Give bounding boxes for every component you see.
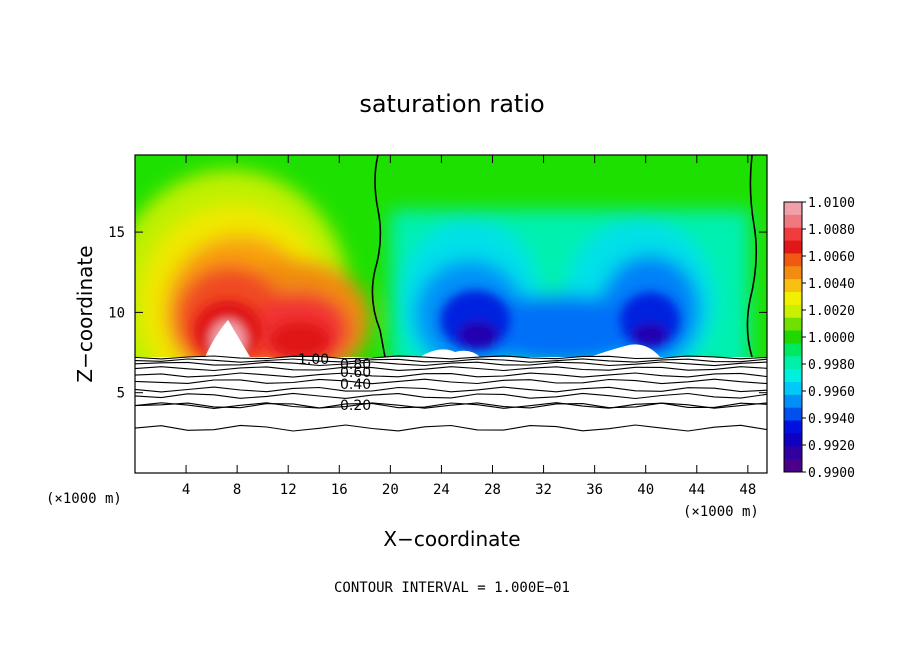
contour-line [134,366,768,372]
colorbar-swatch [784,433,802,447]
y-axis-label: Z−coordinate [73,245,97,382]
x-tick-label: 4 [182,482,190,498]
colorbar-swatch [784,420,802,434]
contour-label-group: 1.00 0.80 0.60 0.40 0.20 [298,352,371,414]
x-tick-label: 24 [433,482,450,498]
y-axis: 5 10 15 [108,225,767,402]
plot-frame [134,154,768,474]
y-tick-label: 10 [108,305,125,321]
colorbar-swatch [784,292,802,306]
contour-line [134,355,768,360]
colorbar-swatch [784,407,802,422]
x-tick-label: 32 [535,482,552,498]
colorbar-swatch [784,266,802,280]
colorbar-swatch [784,356,802,370]
contour-interval-footer: CONTOUR INTERVAL = 1.000E−01 [334,580,570,596]
contour-line [134,378,768,385]
colorbar: 1.0100 1.0080 1.0060 1.0040 1.0020 1.0000 0.99… [783,196,855,481]
colorbar-tick-label: 0.9900 [808,466,855,481]
colorbar-tick-label: 1.0020 [808,304,855,319]
colorbar-tick-label: 0.9940 [808,412,855,427]
contour-label: 1.00 [298,352,329,368]
contour-label: 0.80 [340,357,371,373]
chart-title: saturation ratio [359,90,544,118]
colorbar-swatch [784,240,802,254]
x-tick-label: 12 [280,482,297,498]
colorbar-tick-label: 0.9960 [808,385,855,400]
contour-line [134,424,768,432]
colorbar-swatch [784,253,802,267]
colorbar-tick-label: 0.9980 [808,358,855,373]
colorbar-swatch [784,459,802,473]
colorbar-tick-label: 1.0000 [808,331,855,346]
colorbar-tick-label: 1.0100 [808,196,855,211]
colorbar-tick-label: 1.0060 [808,250,855,265]
x-axis-label: X−coordinate [383,527,520,551]
x-tick-label: 48 [739,482,756,498]
colorbar-swatch [784,394,802,409]
colorbar-tick-label: 1.0040 [808,277,855,292]
contour-line [134,402,768,409]
x-tick-label: 36 [586,482,603,498]
x-tick-label: 28 [484,482,501,498]
colorbar-swatch [784,330,802,344]
contour-line [134,358,768,363]
x-unit-label-right: (×1000 m) [683,504,759,520]
colorbar-swatch [784,214,802,229]
colorbar-swatch [784,446,802,460]
colorbar-swatch [784,279,802,293]
x-axis: 4 8 12 16 20 24 28 32 36 40 44 48 [182,155,756,498]
colorbar-swatch [784,227,802,242]
x-tick-label: 20 [382,482,399,498]
colorbar-swatch [784,317,802,332]
x-tick-label: 40 [637,482,654,498]
contour-label: 0.20 [340,398,371,414]
heatmap-field [135,155,767,357]
colorbar-swatch [784,202,802,216]
colorbar-tick-label: 1.0080 [808,223,855,238]
contour-label: 0.40 [340,377,371,393]
x-tick-label: 8 [233,482,241,498]
colorbar-swatch [784,382,802,396]
x-tick-label: 16 [331,482,348,498]
colorbar-tick-label: 0.9920 [808,439,855,454]
y-tick-label: 15 [108,225,125,241]
colorbar-swatch [784,369,802,383]
colorbar-swatch [784,304,802,319]
contour-lines [134,355,768,432]
contour-line [134,372,768,378]
contour-line [134,402,768,409]
contour-line [134,361,768,367]
x-unit-label-left: (×1000 m) [46,491,122,507]
colorbar-swatch [784,343,802,357]
contour-line [134,392,768,400]
contour-line [134,386,768,393]
contour-label: 0.60 [340,365,371,381]
x-tick-label: 44 [688,482,705,498]
y-tick-label: 5 [117,386,125,402]
